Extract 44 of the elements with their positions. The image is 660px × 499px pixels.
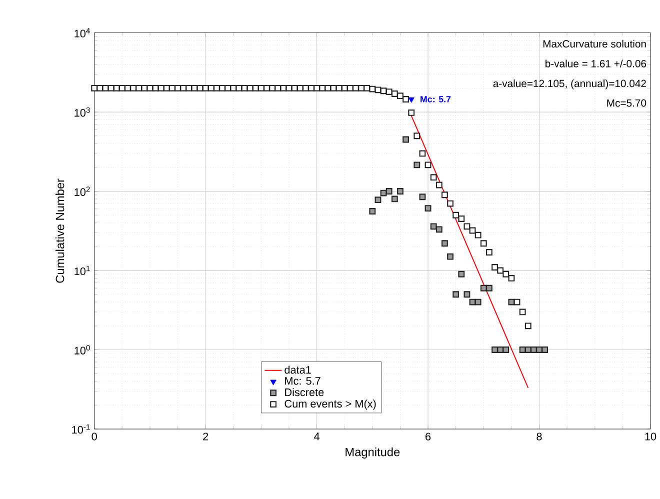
x-tick-label: 6: [426, 432, 431, 441]
annotation: Mc=5.70: [607, 100, 646, 107]
point: [386, 188, 392, 195]
legend-label: data1: [284, 366, 311, 374]
x-tick-label: 4: [314, 432, 320, 440]
annotation: a-value=12.105, (annual)=10.042: [493, 80, 646, 90]
point: [474, 299, 482, 306]
point: [464, 291, 470, 298]
point: [430, 223, 437, 230]
point: [442, 240, 448, 247]
annotation: b-value = 1.61 +/-0.06: [546, 60, 646, 68]
y-axis-title: Cumulative Number: [55, 178, 64, 283]
point: [397, 188, 404, 195]
x-tick-label: 0: [92, 432, 97, 441]
point: [458, 271, 465, 278]
y-tick-label: 10$^{2}$: [74, 186, 90, 196]
x-tick-label: 10: [645, 432, 656, 441]
point: [402, 136, 409, 143]
x-tick-label: 2: [203, 432, 208, 441]
point: [414, 162, 420, 168]
y-tick-label: 10$^{-1}$: [72, 424, 90, 434]
x-axis-title: Magnitude: [346, 448, 400, 459]
y-tick-label: 10$^{3}$: [74, 108, 90, 117]
point: [502, 346, 510, 354]
point: [436, 226, 442, 233]
y-tick-label: 10$^{1}$: [74, 266, 90, 276]
legend-label: Discrete: [285, 388, 324, 396]
y-tick-label: 10$^{0}$: [74, 345, 90, 355]
x-tick-label: 8: [536, 432, 542, 441]
point: [447, 254, 454, 260]
annotation: MaxCurvature solution: [543, 40, 646, 48]
point: [391, 196, 398, 202]
point: [419, 194, 426, 200]
y-tick-label: 10$^{4}$: [74, 28, 90, 38]
point: [486, 285, 492, 292]
point: [424, 205, 432, 212]
point: [542, 346, 548, 354]
point: [374, 196, 382, 204]
point: [508, 299, 515, 306]
legend-label: Cum events > M(x): [284, 400, 376, 410]
point: [369, 208, 376, 215]
legend-label: Mc: 5.7: [285, 377, 320, 385]
annotation: Mc: 5.7: [420, 96, 451, 103]
point: [452, 291, 460, 298]
